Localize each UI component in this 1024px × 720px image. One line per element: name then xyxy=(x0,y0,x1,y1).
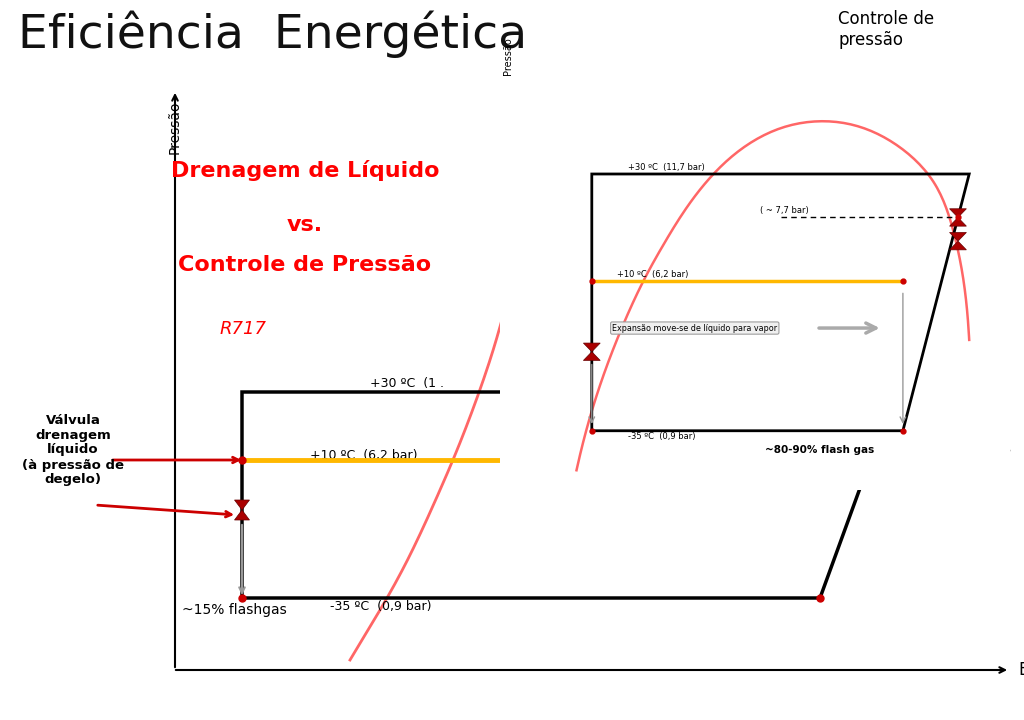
Polygon shape xyxy=(874,417,890,427)
Polygon shape xyxy=(949,233,967,241)
Text: Drenagem de Líquido: Drenagem de Líquido xyxy=(171,160,439,181)
Polygon shape xyxy=(874,452,890,462)
Polygon shape xyxy=(949,217,967,226)
Text: Controle de
pressão: Controle de pressão xyxy=(838,10,934,49)
Text: -35 ºC  (0,9 bar): -35 ºC (0,9 bar) xyxy=(330,600,431,613)
Polygon shape xyxy=(949,241,967,250)
Text: vs.: vs. xyxy=(287,215,323,235)
Text: ~80-90% flash gas: ~80-90% flash gas xyxy=(765,444,874,454)
Polygon shape xyxy=(584,343,600,352)
Text: Expansão move-se de líquido para vapor: Expansão move-se de líquido para vapor xyxy=(612,323,777,333)
Polygon shape xyxy=(234,500,250,510)
Text: Válvula
drenagem
líquido
(à pressão de
degelo): Válvula drenagem líquido (à pressão de d… xyxy=(22,413,124,487)
Text: +10 ºC  (6,2 bar): +10 ºC (6,2 bar) xyxy=(310,449,418,462)
Text: -35 ºC  (0,9 bar): -35 ºC (0,9 bar) xyxy=(628,432,695,441)
Polygon shape xyxy=(584,352,600,361)
Text: +30 ºC  (11,7 bar): +30 ºC (11,7 bar) xyxy=(628,163,705,172)
Text: Eficiência  Energética: Eficiência Energética xyxy=(18,10,527,58)
Text: Controle de Pressão: Controle de Pressão xyxy=(178,255,431,275)
Text: Entalpia: Entalpia xyxy=(1018,661,1024,679)
Text: ( ~ 7,7 bar): ( ~ 7,7 bar) xyxy=(590,412,663,425)
Polygon shape xyxy=(234,510,250,520)
Polygon shape xyxy=(874,427,890,437)
Text: ( ~ 7,7 bar): ( ~ 7,7 bar) xyxy=(760,207,809,215)
Text: Válvula de gás
quente: Válvula de gás quente xyxy=(897,442,1011,473)
Polygon shape xyxy=(874,442,890,452)
Text: +30 ºC  (1 .: +30 ºC (1 . xyxy=(370,377,444,390)
Text: Pressão: Pressão xyxy=(168,100,182,153)
Text: R717: R717 xyxy=(220,320,267,338)
Text: Pressão: Pressão xyxy=(503,37,513,76)
Text: +10 ºC  (6,2 bar): +10 ºC (6,2 bar) xyxy=(617,270,689,279)
Polygon shape xyxy=(949,209,967,217)
Text: ~15% flashgas: ~15% flashgas xyxy=(182,603,287,617)
